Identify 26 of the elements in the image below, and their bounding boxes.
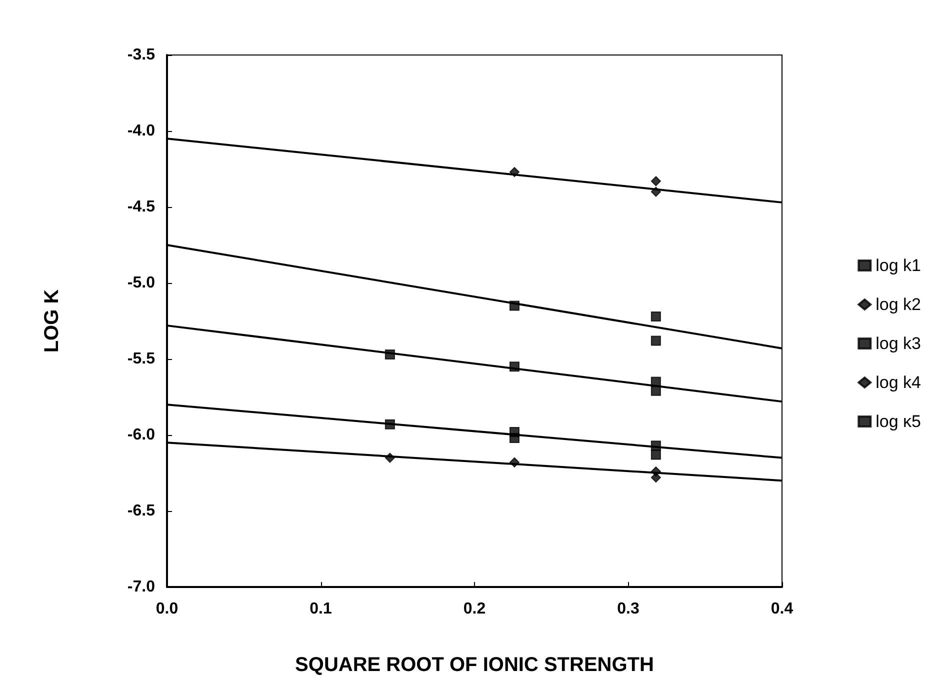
x-tick-label: 0.1: [310, 600, 332, 618]
x-axis-title: SQUARE ROOT OF IONIC STRENGTH: [295, 654, 654, 676]
point: [650, 450, 661, 460]
point: [650, 176, 661, 186]
y-tick-label: -3.5: [127, 46, 156, 64]
point: [650, 386, 661, 396]
y-tick-label: -7.0: [127, 578, 156, 596]
y-tick-label: -6.0: [127, 426, 156, 444]
x-tick-label: 0.2: [463, 600, 486, 618]
legend-label: log k2: [876, 295, 922, 314]
y-tick-label: -4.0: [127, 122, 156, 140]
y-tick-label: -6.5: [127, 502, 156, 520]
x-tick-label: 0.0: [156, 600, 178, 618]
x-tick-label: 0.3: [617, 600, 640, 618]
legend-label: log κ5: [876, 412, 922, 431]
point: [650, 472, 661, 483]
y-tick-label: -5.0: [127, 274, 156, 292]
y-tick-label: -4.5: [127, 198, 156, 216]
legend-label: log k3: [876, 334, 922, 353]
x-tick-label: 0.4: [770, 600, 794, 618]
y-axis-title: LOG K: [41, 288, 63, 353]
legend-label: log k4: [876, 373, 922, 392]
legend-label: log k1: [876, 256, 922, 275]
y-tick-label: -5.5: [127, 350, 156, 368]
point: [650, 336, 661, 346]
point: [650, 311, 661, 322]
